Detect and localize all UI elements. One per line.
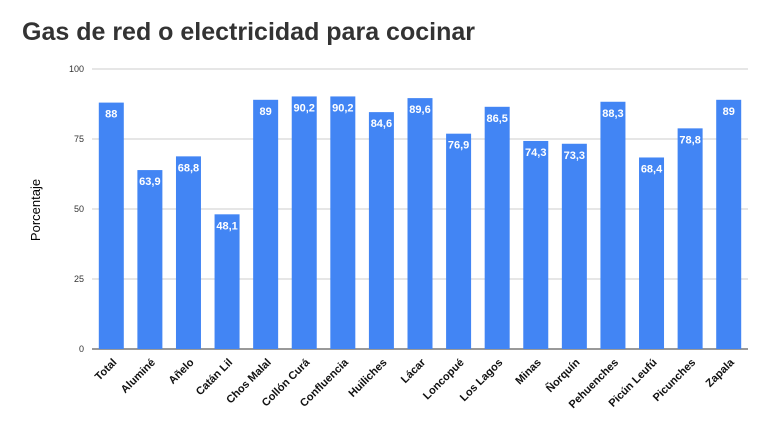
bar <box>561 143 587 349</box>
bar <box>677 128 703 349</box>
data-label: 86,5 <box>486 113 507 125</box>
data-label: 89,6 <box>409 104 430 116</box>
data-label: 88,3 <box>602 108 623 120</box>
x-tick-label: Minas <box>513 357 544 388</box>
data-label: 63,9 <box>139 176 160 188</box>
y-tick-label: 75 <box>74 134 84 144</box>
bar <box>330 96 356 349</box>
data-label: 89 <box>260 106 272 118</box>
bar <box>214 214 240 349</box>
data-label: 48,1 <box>216 220 237 232</box>
bar <box>368 112 394 350</box>
x-tick-label: Lácar <box>399 356 429 386</box>
y-tick-label: 100 <box>69 64 84 74</box>
bar <box>716 99 742 349</box>
data-label: 74,3 <box>525 147 546 159</box>
data-label: 89 <box>723 106 735 118</box>
bar <box>98 102 124 349</box>
data-label: 68,4 <box>641 163 663 175</box>
y-tick-label: 0 <box>79 344 84 354</box>
data-label: 88 <box>105 109 117 121</box>
y-tick-label: 50 <box>74 204 84 214</box>
data-label: 73,3 <box>564 150 585 162</box>
bar <box>600 101 626 349</box>
data-label: 68,8 <box>178 162 199 174</box>
bar <box>407 98 433 350</box>
chart-title: Gas de red o electricidad para cocinar <box>22 18 475 46</box>
data-label: 90,2 <box>332 102 353 114</box>
y-tick-label: 25 <box>74 274 84 284</box>
x-tick-label: Zapala <box>704 356 738 390</box>
bar <box>291 96 317 349</box>
x-tick-label: Aluminé <box>119 357 158 396</box>
bar <box>446 133 472 349</box>
data-label: 90,2 <box>294 102 315 114</box>
bar <box>639 157 665 349</box>
bar <box>523 140 549 349</box>
x-tick-label: Huiliches <box>346 357 389 400</box>
data-label: 78,8 <box>679 134 700 146</box>
bar <box>175 156 201 349</box>
x-tick-label: Ñorquín <box>543 356 582 395</box>
data-label: 76,9 <box>448 140 469 152</box>
x-tick-label: Añelo <box>166 356 196 386</box>
y-axis-label: Porcentaje <box>28 179 43 241</box>
bar <box>137 170 163 349</box>
bar <box>484 106 510 349</box>
x-tick-label: Total <box>93 357 119 383</box>
data-label: 84,6 <box>371 118 392 130</box>
bar <box>253 99 279 349</box>
